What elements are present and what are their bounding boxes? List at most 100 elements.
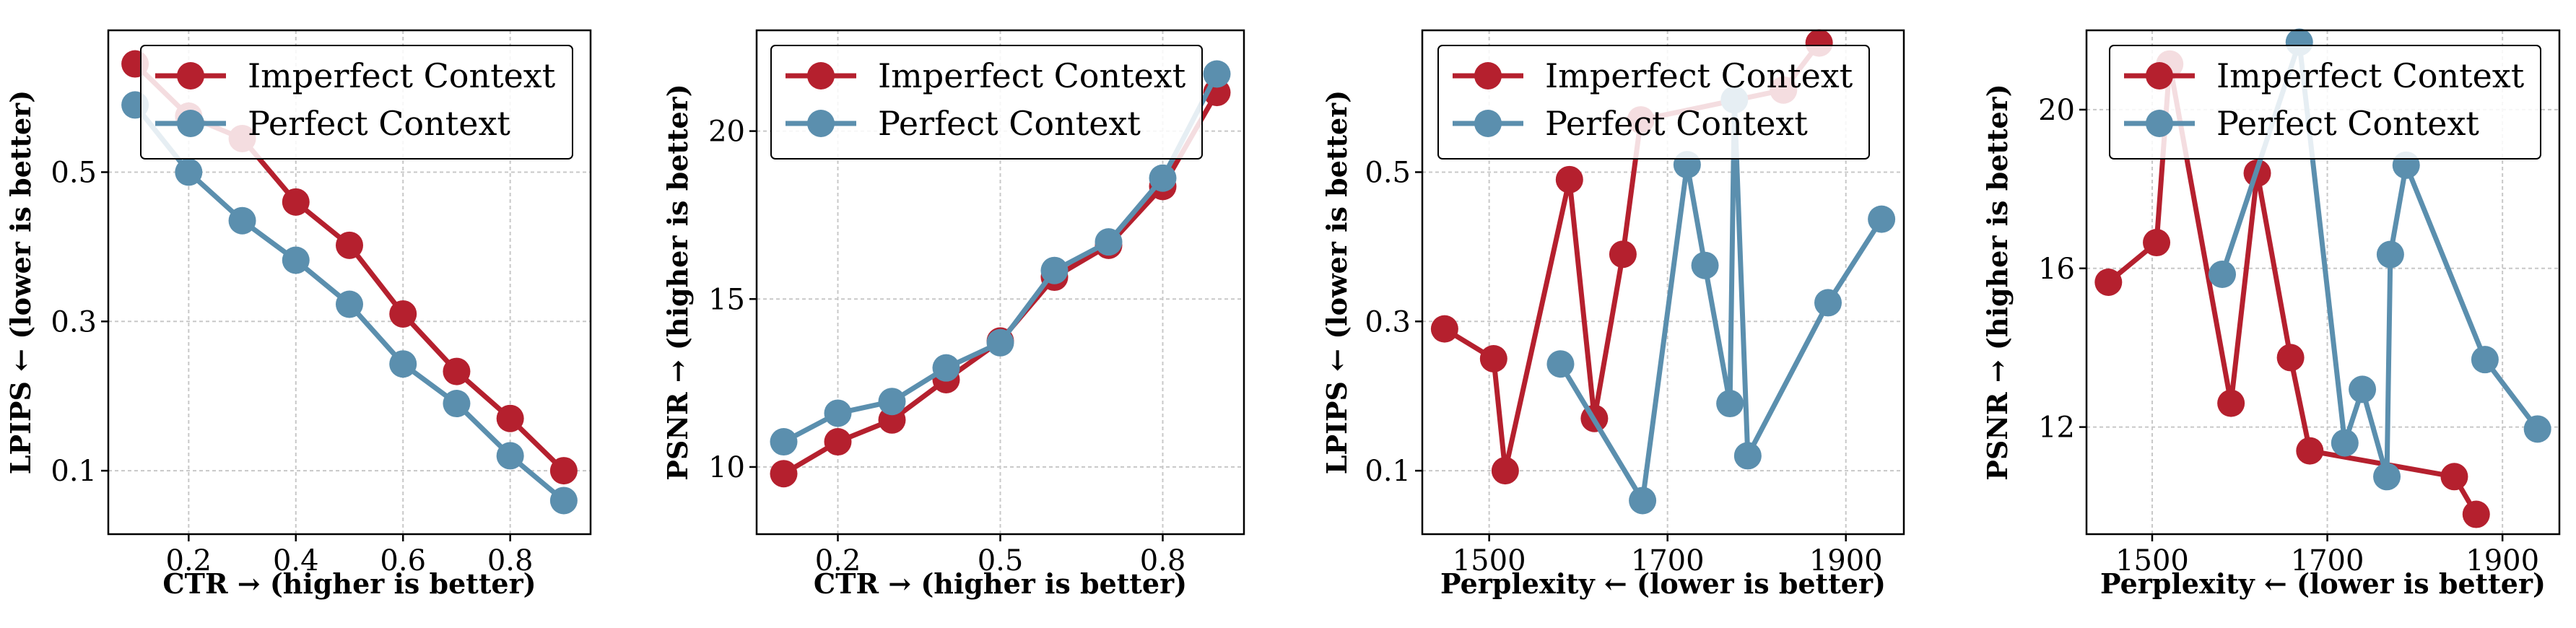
legend-marker-imperfect-context <box>807 62 835 90</box>
legend-label-perfect-context: Perfect Context <box>2216 104 2479 143</box>
legend-marker-perfect-context <box>1474 110 1502 137</box>
data-point-perfect-context <box>496 442 524 470</box>
legend-box <box>1437 45 1870 160</box>
data-point-perfect-context <box>2349 375 2377 404</box>
data-point-imperfect-context <box>1479 344 1507 372</box>
y-axis-label: PSNR → (higher is better) <box>1981 84 2014 480</box>
data-point-perfect-context <box>389 350 417 378</box>
chart-panel-2: 0.2 0.5 0.8 10 15 20 CTR → (higher is better) P… <box>661 29 1245 600</box>
data-point-perfect-context <box>932 354 960 382</box>
y-tick-label: 0.3 <box>51 305 97 339</box>
data-point-imperfect-context <box>1430 315 1458 343</box>
x-tick-label: 1900 <box>1809 544 1883 577</box>
y-tick-label: 0.5 <box>51 156 97 189</box>
x-axis-label: CTR → (higher is better) <box>162 567 536 600</box>
legend: Imperfect Context Perfect Context <box>770 45 1203 160</box>
legend-label-imperfect-context: Imperfect Context <box>2216 56 2525 95</box>
data-point-imperfect-context <box>2143 229 2171 257</box>
data-point-imperfect-context <box>2296 437 2324 465</box>
x-tick-label: 1900 <box>2466 544 2539 577</box>
data-point-imperfect-context <box>770 460 798 488</box>
x-tick-label: 0.4 <box>273 544 319 577</box>
x-tick-label: 1500 <box>2115 544 2189 577</box>
chart-panel-1: 0.2 0.4 0.6 0.8 0.1 0.3 0.5 CTR → (higher is be… <box>4 29 592 600</box>
data-point-perfect-context <box>2471 346 2499 374</box>
legend: Imperfect Context Perfect Context <box>1437 45 1870 160</box>
legend-label-perfect-context: Perfect Context <box>248 104 510 143</box>
data-point-perfect-context <box>1203 60 1231 88</box>
y-axis-label: LPIPS ← (lower is better) <box>1320 90 1353 474</box>
legend-marker-imperfect-context <box>1474 62 1502 90</box>
y-tick-label: 0.1 <box>1365 455 1411 488</box>
data-point-imperfect-context <box>2440 463 2468 491</box>
data-point-perfect-context <box>986 328 1014 357</box>
data-point-imperfect-context <box>2276 344 2305 372</box>
data-point-perfect-context <box>1149 164 1177 192</box>
x-tick-label: 0.5 <box>978 544 1024 577</box>
data-point-perfect-context <box>1629 487 1657 515</box>
y-tick-label: 0.3 <box>1365 305 1411 339</box>
chart-panel-4: 1500 1700 1900 12 16 20 Perplexity ← (lower is… <box>1981 28 2561 600</box>
legend-box <box>2109 45 2541 160</box>
data-point-perfect-context <box>549 487 578 515</box>
y-tick-label: 15 <box>708 283 745 316</box>
data-point-perfect-context <box>1546 350 1575 378</box>
legend: Imperfect Context Perfect Context <box>140 45 573 160</box>
chart-panel-3: 1500 1700 1900 0.1 0.3 0.5 Perplexity ← (lower… <box>1320 29 1905 600</box>
data-point-perfect-context <box>228 206 256 235</box>
data-point-perfect-context <box>175 158 203 186</box>
plot-frame <box>1421 29 1905 536</box>
data-point-perfect-context <box>282 246 310 274</box>
data-point-imperfect-context <box>2217 389 2245 417</box>
data-point-perfect-context <box>1095 228 1123 256</box>
y-axis-label: LPIPS ← (lower is better) <box>4 90 37 474</box>
x-tick-label: 0.2 <box>815 544 861 577</box>
data-point-perfect-context <box>443 390 471 418</box>
legend-box <box>770 45 1203 160</box>
data-point-imperfect-context <box>282 188 310 216</box>
data-point-perfect-context <box>2523 415 2551 443</box>
data-point-perfect-context <box>1040 256 1069 284</box>
data-point-imperfect-context <box>2462 500 2490 528</box>
legend-label-imperfect-context: Imperfect Context <box>1545 56 1853 95</box>
plot-frame <box>2085 29 2561 536</box>
data-point-perfect-context <box>824 399 852 427</box>
data-point-perfect-context <box>2373 463 2401 491</box>
x-tick-label: 0.6 <box>380 544 426 577</box>
y-tick-label: 20 <box>708 115 745 149</box>
x-tick-label: 1700 <box>1631 544 1705 577</box>
y-axis-label: PSNR → (higher is better) <box>661 84 694 480</box>
legend-label-perfect-context: Perfect Context <box>1545 104 1808 143</box>
data-point-perfect-context <box>1691 251 1719 279</box>
data-point-perfect-context <box>1716 390 1744 418</box>
legend-label-perfect-context: Perfect Context <box>878 104 1141 143</box>
data-point-imperfect-context <box>443 357 471 385</box>
legend-marker-imperfect-context <box>177 62 204 90</box>
legend: Imperfect Context Perfect Context <box>2109 45 2541 160</box>
data-point-perfect-context <box>1814 289 1842 317</box>
x-axis-label: CTR → (higher is better) <box>814 567 1187 600</box>
data-point-perfect-context <box>1733 442 1762 470</box>
x-tick-label: 1500 <box>1453 544 1526 577</box>
y-tick-label: 0.1 <box>51 455 97 488</box>
x-tick-label: 0.8 <box>487 544 534 577</box>
legend-marker-perfect-context <box>807 110 835 137</box>
data-point-imperfect-context <box>389 300 417 328</box>
x-tick-label: 0.2 <box>166 544 212 577</box>
data-point-perfect-context <box>1868 205 1896 233</box>
plot-frame <box>107 29 592 536</box>
data-point-imperfect-context <box>549 457 578 485</box>
data-point-imperfect-context <box>336 231 363 259</box>
legend-label-imperfect-context: Imperfect Context <box>248 56 556 95</box>
legend-box <box>140 45 573 160</box>
data-point-imperfect-context <box>1555 165 1583 193</box>
legend-marker-imperfect-context <box>2146 62 2173 90</box>
data-point-perfect-context <box>878 388 906 416</box>
y-tick-label: 12 <box>2038 411 2075 445</box>
legend-label-imperfect-context: Imperfect Context <box>878 56 1186 95</box>
y-tick-label: 10 <box>708 451 745 484</box>
legend-marker-perfect-context <box>177 110 204 137</box>
data-point-imperfect-context <box>2094 269 2123 296</box>
x-axis-label: Perplexity ← (lower is better) <box>1440 567 1886 600</box>
